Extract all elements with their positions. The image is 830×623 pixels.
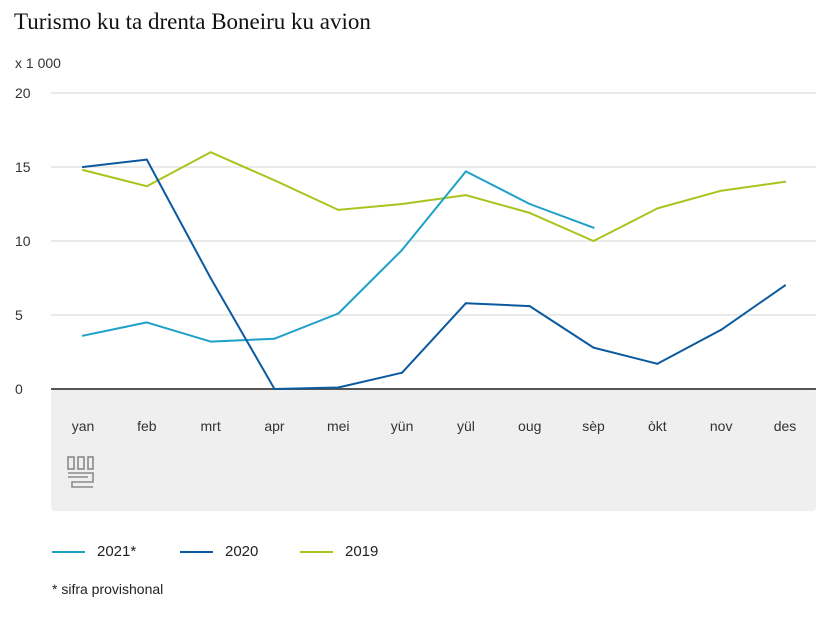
data-point [209, 277, 212, 279]
footnote: * sifra provishonal [52, 581, 164, 597]
legend-swatch [52, 550, 85, 553]
legend-label: 2019 [345, 543, 379, 560]
chart-title: Turismo ku ta drenta Boneiru ku avion [14, 9, 371, 34]
x-axis-panel [51, 389, 816, 511]
data-point [592, 346, 595, 349]
data-point [273, 388, 276, 390]
y-unit-label: x 1 000 [15, 55, 61, 71]
y-tick-label: 15 [15, 159, 31, 175]
y-tick-label: 5 [15, 307, 23, 323]
y-tick-label: 20 [15, 85, 31, 101]
legend-label: 2020 [225, 543, 259, 560]
data-point [528, 305, 531, 308]
data-point [145, 158, 148, 161]
data-point [145, 321, 148, 324]
series-line-2021 [82, 170, 595, 343]
data-point [528, 203, 531, 205]
x-tick-label: mrt [201, 418, 221, 434]
data-point [720, 189, 723, 192]
legend-swatch [300, 550, 333, 553]
x-tick-label: apr [264, 418, 285, 434]
data-point [209, 340, 212, 343]
data-point [784, 180, 786, 183]
data-point [656, 362, 659, 365]
data-point [401, 371, 404, 374]
y-tick-label: 0 [15, 381, 23, 397]
x-tick-label: feb [137, 418, 157, 434]
x-tick-label: oug [518, 418, 541, 434]
x-tick-label: nov [710, 418, 733, 434]
data-point [528, 211, 531, 214]
x-tick-label: yün [391, 418, 414, 434]
data-point [273, 337, 276, 340]
data-point [337, 386, 340, 389]
legend-item: 2020 [180, 543, 258, 560]
data-point [592, 226, 595, 229]
data-point [464, 302, 467, 305]
y-tick-labels: 0 5 10 15 20 [15, 85, 31, 397]
data-point [145, 185, 148, 188]
x-tick-labels: yan feb mrt apr mei yün yül oug sèp òkt nov des [72, 418, 797, 434]
legend-label: 2021* [97, 543, 137, 560]
data-point [209, 151, 212, 154]
grid-lines [51, 92, 816, 390]
y-tick-label: 10 [15, 233, 31, 249]
data-point [720, 328, 723, 331]
series-line-2020 [82, 158, 786, 390]
series-lines [82, 151, 786, 390]
x-tick-label: òkt [648, 418, 667, 434]
data-point [82, 334, 84, 337]
series-line-2019 [82, 151, 786, 242]
data-point [273, 179, 276, 182]
cbs-logo-icon [67, 456, 94, 488]
data-point [464, 170, 467, 173]
data-point [82, 166, 84, 168]
data-point [401, 248, 404, 251]
x-tick-label: sèp [582, 418, 605, 434]
data-point [337, 312, 340, 315]
legend-swatch [180, 550, 213, 553]
data-point [784, 284, 786, 287]
legend-item: 2019 [300, 543, 378, 560]
data-point [656, 207, 659, 210]
data-point [464, 194, 467, 197]
x-tick-label: mei [327, 418, 350, 434]
data-point [82, 168, 84, 171]
x-tick-label: yan [72, 418, 95, 434]
x-tick-label: yül [457, 418, 475, 434]
data-point [592, 240, 595, 242]
data-point [401, 203, 404, 205]
line-chart: 0 5 10 15 20 yan feb mrt apr mei yün yül oug sèp òkt n… [15, 85, 816, 511]
data-point [337, 208, 340, 211]
x-tick-label: des [774, 418, 797, 434]
legend-item: 2021* [52, 543, 136, 560]
